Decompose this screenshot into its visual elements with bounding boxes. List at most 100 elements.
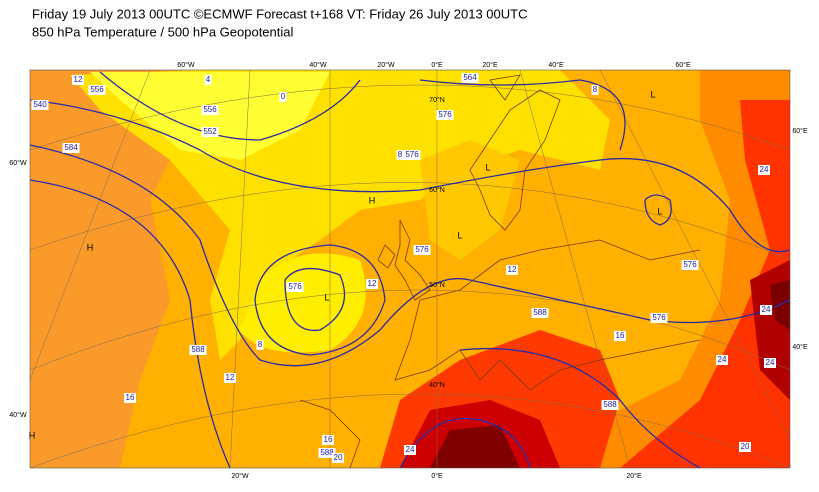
contour-label: 576 — [405, 150, 419, 159]
label-box — [279, 92, 287, 102]
contour-label: 588 — [533, 308, 547, 317]
grid-labels: 60°W 40°W 20°W 0°E 20°E 40°E 60°E60°E60°W40°W4… — [9, 61, 808, 480]
label-box — [758, 165, 770, 175]
pressure-center: L — [324, 292, 329, 302]
label-box — [286, 282, 304, 292]
label-box — [31, 100, 49, 110]
label-box — [739, 442, 751, 452]
subtitle-line: 850 hPa Temperature / 500 hPa Geopotenti… — [32, 24, 294, 39]
grid-label: 60°N — [429, 186, 445, 194]
pressure-center: L — [657, 206, 662, 216]
pressure-center: H — [29, 430, 36, 440]
contour-label: 556 — [203, 105, 217, 114]
grid-label: 60°E — [792, 127, 808, 135]
contour-label: 12 — [74, 75, 83, 84]
label-box — [531, 308, 549, 318]
label-box — [413, 245, 431, 255]
label-box — [256, 340, 264, 350]
label-box — [201, 127, 219, 137]
label-box — [601, 400, 619, 410]
label-box — [403, 150, 421, 160]
label-box — [72, 75, 84, 85]
grid-label: 40°W — [309, 61, 327, 69]
contour-label: 540 — [33, 100, 47, 109]
contour-label: 24 — [718, 355, 727, 364]
contour-label: 8 — [258, 340, 263, 349]
grid-label: 20°W — [231, 472, 249, 480]
pressure-centers: L L L H H L H L — [29, 89, 663, 440]
grid-label: 40°W — [9, 411, 27, 419]
grid-label: 40°N — [429, 381, 445, 389]
contour-label: 24 — [760, 165, 769, 174]
contour-label: 576 — [683, 260, 697, 269]
label-box — [760, 305, 772, 315]
contour-label: 576 — [288, 282, 302, 291]
pressure-center: L — [457, 230, 462, 240]
label-box — [506, 265, 518, 275]
pressure-center: H — [87, 242, 94, 252]
pressure-center: L — [485, 162, 490, 172]
grid-label: 20°E — [626, 472, 642, 480]
grid-label: 60°E — [675, 61, 691, 69]
contour-label: 552 — [203, 127, 217, 136]
label-box — [189, 345, 207, 355]
label-box — [62, 143, 80, 153]
contour-label: 4 — [206, 75, 211, 84]
contour-label: 24 — [766, 358, 775, 367]
label-box — [224, 373, 236, 383]
contour-label: 12 — [508, 265, 517, 274]
label-box — [88, 85, 106, 95]
contour-label: 24 — [406, 445, 415, 454]
grid-label: 0°E — [431, 61, 443, 69]
label-box — [396, 150, 404, 160]
contour-label: 20 — [741, 442, 750, 451]
label-box — [322, 435, 334, 445]
contour-label: 584 — [64, 143, 78, 152]
grid-label: 60°W — [9, 159, 27, 167]
label-box — [318, 448, 336, 458]
contour-label: 12 — [226, 373, 235, 382]
grid-label: 0°E — [431, 472, 443, 480]
label-box — [404, 445, 416, 455]
label-box — [764, 358, 776, 368]
contour-labels: 12 556 564 576 576 576 576 576 576 588 588 588 588 12… — [31, 73, 776, 463]
grid-label: 60°W — [177, 61, 195, 69]
grid-label: 20°W — [377, 61, 395, 69]
label-box — [366, 279, 378, 289]
grid-label: 70°N — [429, 96, 445, 104]
label-box — [204, 75, 212, 85]
contour-label: 16 — [126, 393, 135, 402]
contour-label: 588 — [320, 448, 334, 457]
grid-label: 50°N — [429, 281, 445, 289]
label-box — [716, 355, 728, 365]
pressure-center: L — [650, 89, 655, 99]
label-box — [681, 260, 699, 270]
grid-label: 40°E — [548, 61, 564, 69]
contour-label: 588 — [191, 345, 205, 354]
map-field — [30, 70, 790, 468]
label-box — [201, 105, 219, 115]
title-line: Friday 19 July 2013 00UTC ©ECMWF Forecas… — [32, 6, 527, 21]
label-box — [436, 110, 454, 120]
pressure-center: H — [369, 195, 376, 205]
label-box — [124, 393, 136, 403]
contour-label: 588 — [603, 400, 617, 409]
contour-label: 20 — [334, 453, 343, 462]
contour-label: 24 — [762, 305, 771, 314]
grid-label: 40°E — [792, 343, 808, 351]
grid-label: 20°E — [482, 61, 498, 69]
contour-label: 576 — [652, 313, 666, 322]
contour-label: 16 — [616, 331, 625, 340]
label-box — [332, 453, 344, 463]
label-box — [591, 85, 599, 95]
contour-label: 16 — [324, 435, 333, 444]
label-box — [650, 313, 668, 323]
contour-label: 0 — [281, 92, 286, 101]
label-box — [461, 73, 479, 83]
contour-label: 564 — [463, 73, 477, 82]
contour-label: 8 — [593, 85, 598, 94]
contour-label: 12 — [368, 279, 377, 288]
contour-label: 8 — [398, 150, 403, 159]
contour-label: 556 — [90, 85, 104, 94]
